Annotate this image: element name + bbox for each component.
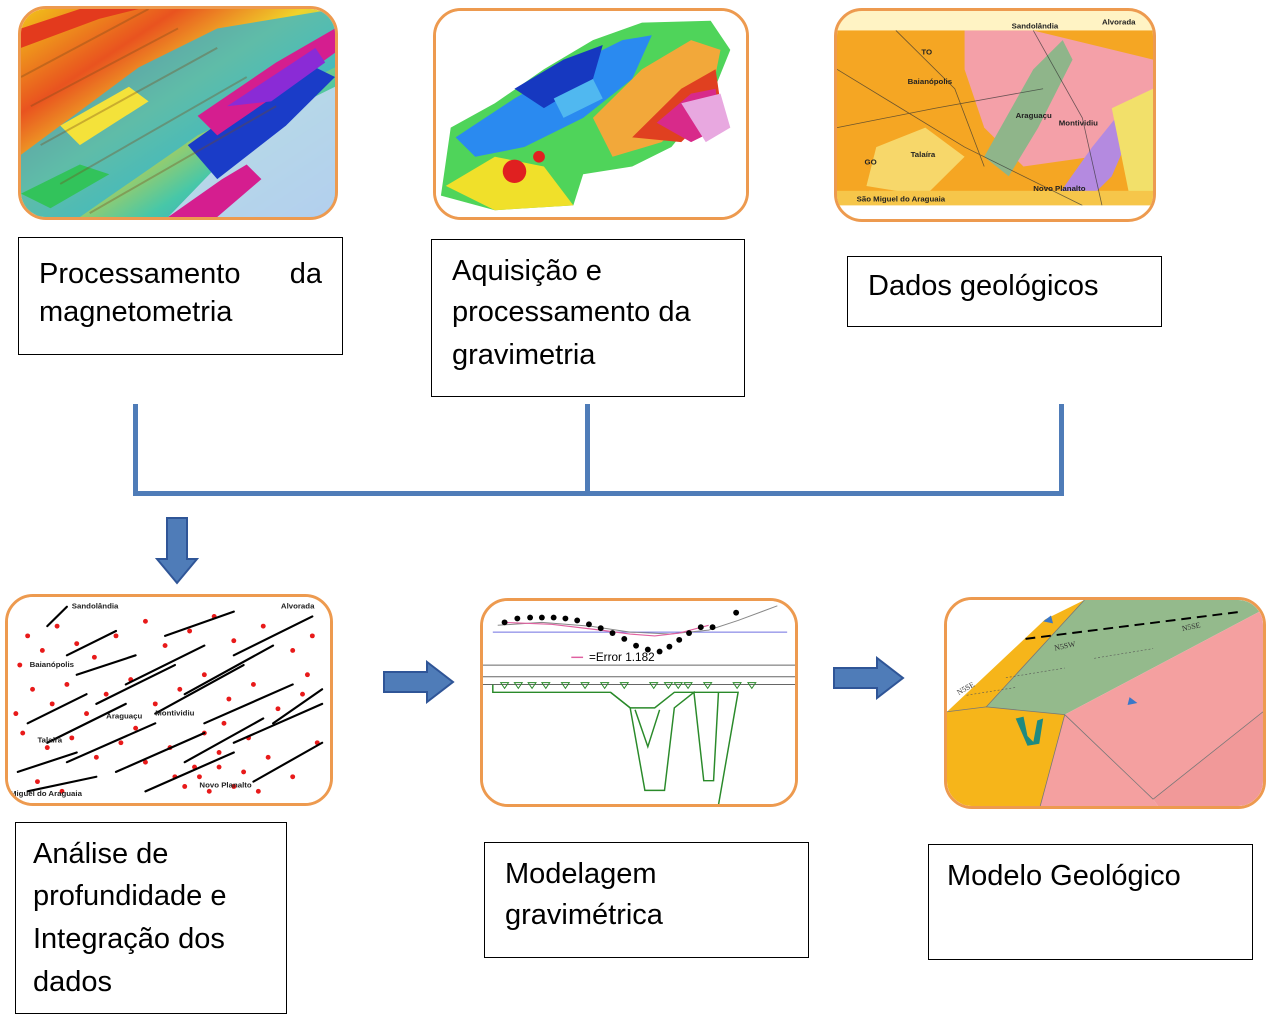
down-arrow-icon bbox=[155, 517, 199, 585]
place-label: Talaíra bbox=[37, 736, 62, 745]
connector-right-vertical bbox=[1059, 404, 1064, 496]
step-depth-line-4: dados bbox=[33, 966, 113, 998]
magnetometry-map bbox=[21, 9, 335, 217]
geology-map: Sandolândia Araguaçu Baianópolis Montivi… bbox=[837, 11, 1153, 219]
right-arrow-icon bbox=[833, 656, 905, 700]
geology-map-image: Sandolândia Araguaçu Baianópolis Montivi… bbox=[834, 8, 1156, 222]
place-label: Araguaçu bbox=[106, 711, 142, 720]
geo-model-image: N5SE N5SW N5SE bbox=[944, 597, 1266, 809]
gravimetry-image bbox=[433, 8, 749, 220]
gravity-profile: =Error 1.182 bbox=[483, 601, 795, 804]
place-label: São Miguel do Araguaia bbox=[857, 195, 946, 204]
step-magnetometry-box: Processamento da magnetometria bbox=[18, 237, 343, 355]
state-label: TO bbox=[921, 48, 932, 57]
error-label: =Error 1.182 bbox=[589, 651, 655, 664]
step-gravimetry-box: Aquisição e processamento da gravimetria bbox=[431, 239, 745, 397]
grav-modeling-image: =Error 1.182 bbox=[480, 598, 798, 807]
block-label: N5SW bbox=[1053, 639, 1076, 652]
connector-left-vertical bbox=[133, 404, 138, 496]
step-magnetometry-label: Processamento da magnetometria bbox=[39, 258, 322, 328]
step-depth-analysis-box: Análise de profundidade e Integração dos… bbox=[15, 822, 287, 1014]
connector-horizontal bbox=[133, 491, 1064, 496]
step-gravimetry-line-3: gravimetria bbox=[452, 339, 596, 371]
step-geology-box: Dados geológicos bbox=[847, 256, 1162, 327]
step-depth-line-1: Análise de bbox=[33, 838, 169, 870]
step-geology-label: Dados geológicos bbox=[868, 270, 1099, 302]
step-grav-modeling-box: Modelagem gravimétrica bbox=[484, 842, 809, 958]
place-label: Baianópolis bbox=[908, 77, 953, 86]
place-label: Talaíra bbox=[911, 150, 936, 159]
block-diagram: N5SE N5SW N5SE bbox=[947, 600, 1263, 806]
step-geo-model-box: Modelo Geológico bbox=[928, 844, 1253, 960]
place-label: Montividiu bbox=[1059, 119, 1098, 128]
step-grav-modeling-line-1: Modelagem bbox=[505, 858, 657, 890]
step-geo-model-label: Modelo Geológico bbox=[947, 860, 1181, 892]
place-label: Miguel do Araguaia bbox=[10, 789, 83, 798]
depth-analysis-image: Sandolândia Alvorada Baianópolis Araguaç… bbox=[5, 594, 333, 806]
place-label: Alvorada bbox=[1102, 18, 1136, 27]
place-label: Baianópolis bbox=[30, 660, 75, 669]
lineament-map: Sandolândia Alvorada Baianópolis Araguaç… bbox=[8, 597, 330, 803]
right-arrow-icon bbox=[383, 660, 455, 704]
place-label: Sandolândia bbox=[1012, 22, 1059, 31]
step-grav-modeling-line-2: gravimétrica bbox=[505, 899, 663, 931]
step-gravimetry-line-2: processamento da bbox=[452, 296, 691, 328]
step-depth-line-2: profundidade e bbox=[33, 880, 227, 912]
block-label: N5SE bbox=[1181, 620, 1201, 633]
step-depth-line-3: Integração dos bbox=[33, 923, 225, 955]
place-label: Novo Planalto bbox=[199, 780, 251, 789]
step-gravimetry-line-1: Aquisição e bbox=[452, 255, 602, 287]
place-label: Araguaçu bbox=[1016, 111, 1052, 120]
connector-middle-vertical bbox=[585, 404, 590, 496]
state-label: GO bbox=[864, 158, 876, 167]
place-label: Sandolândia bbox=[72, 602, 119, 611]
place-label: Montividiu bbox=[155, 709, 194, 718]
place-label: Alvorada bbox=[281, 602, 315, 611]
magnetometry-image bbox=[18, 6, 338, 220]
gravimetry-map bbox=[436, 11, 746, 217]
place-label: Novo Planalto bbox=[1033, 184, 1085, 193]
